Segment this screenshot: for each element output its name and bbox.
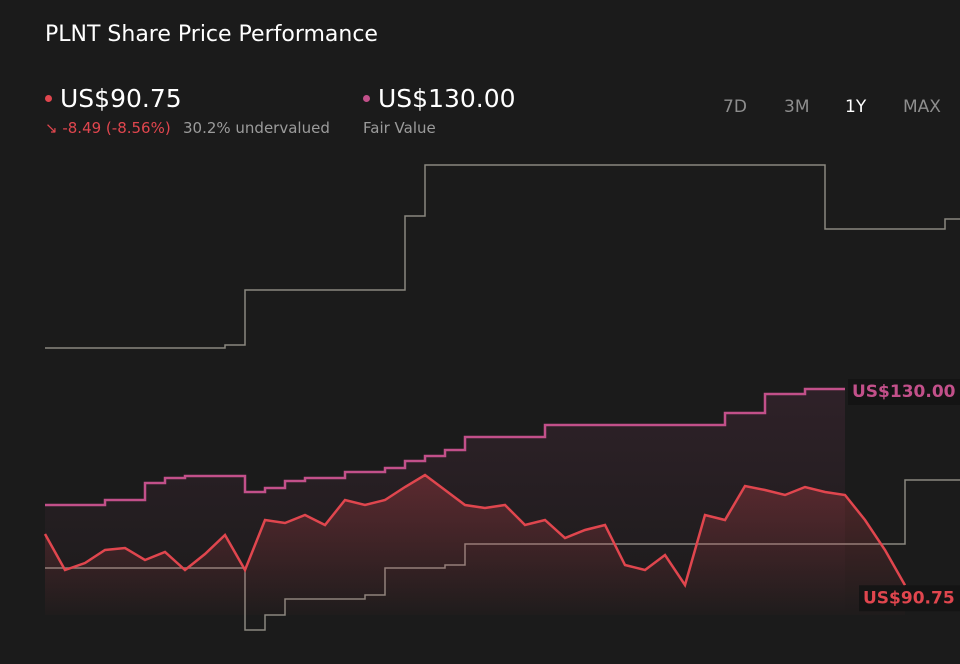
end-label: US$90.75 (863, 588, 955, 608)
valuation: 30.2% undervalued (183, 119, 330, 137)
price: US$90.75 (60, 84, 182, 113)
title: PLNT Share Price Performance (45, 22, 378, 47)
fair-dot (363, 95, 370, 102)
range-button[interactable]: 3M (784, 97, 810, 117)
fair-caption: Fair Value (363, 119, 436, 137)
price-change: ↘ -8.49 (-8.56%) (45, 119, 171, 137)
fair-value: US$130.00 (378, 84, 516, 113)
series-line (43, 473, 907, 588)
change-text: -8.49 (-8.56%) (62, 119, 171, 137)
series-line (45, 387, 845, 507)
range-button[interactable]: MAX (903, 97, 941, 117)
price-dot (45, 95, 52, 102)
range-button[interactable]: 7D (723, 97, 747, 117)
target-line (45, 164, 960, 349)
end-label-bg (848, 379, 960, 405)
end-label-bg (859, 585, 960, 612)
range-button[interactable]: 1Y (845, 97, 867, 117)
price-area (45, 475, 905, 615)
end-label: US$130.00 (852, 382, 956, 402)
